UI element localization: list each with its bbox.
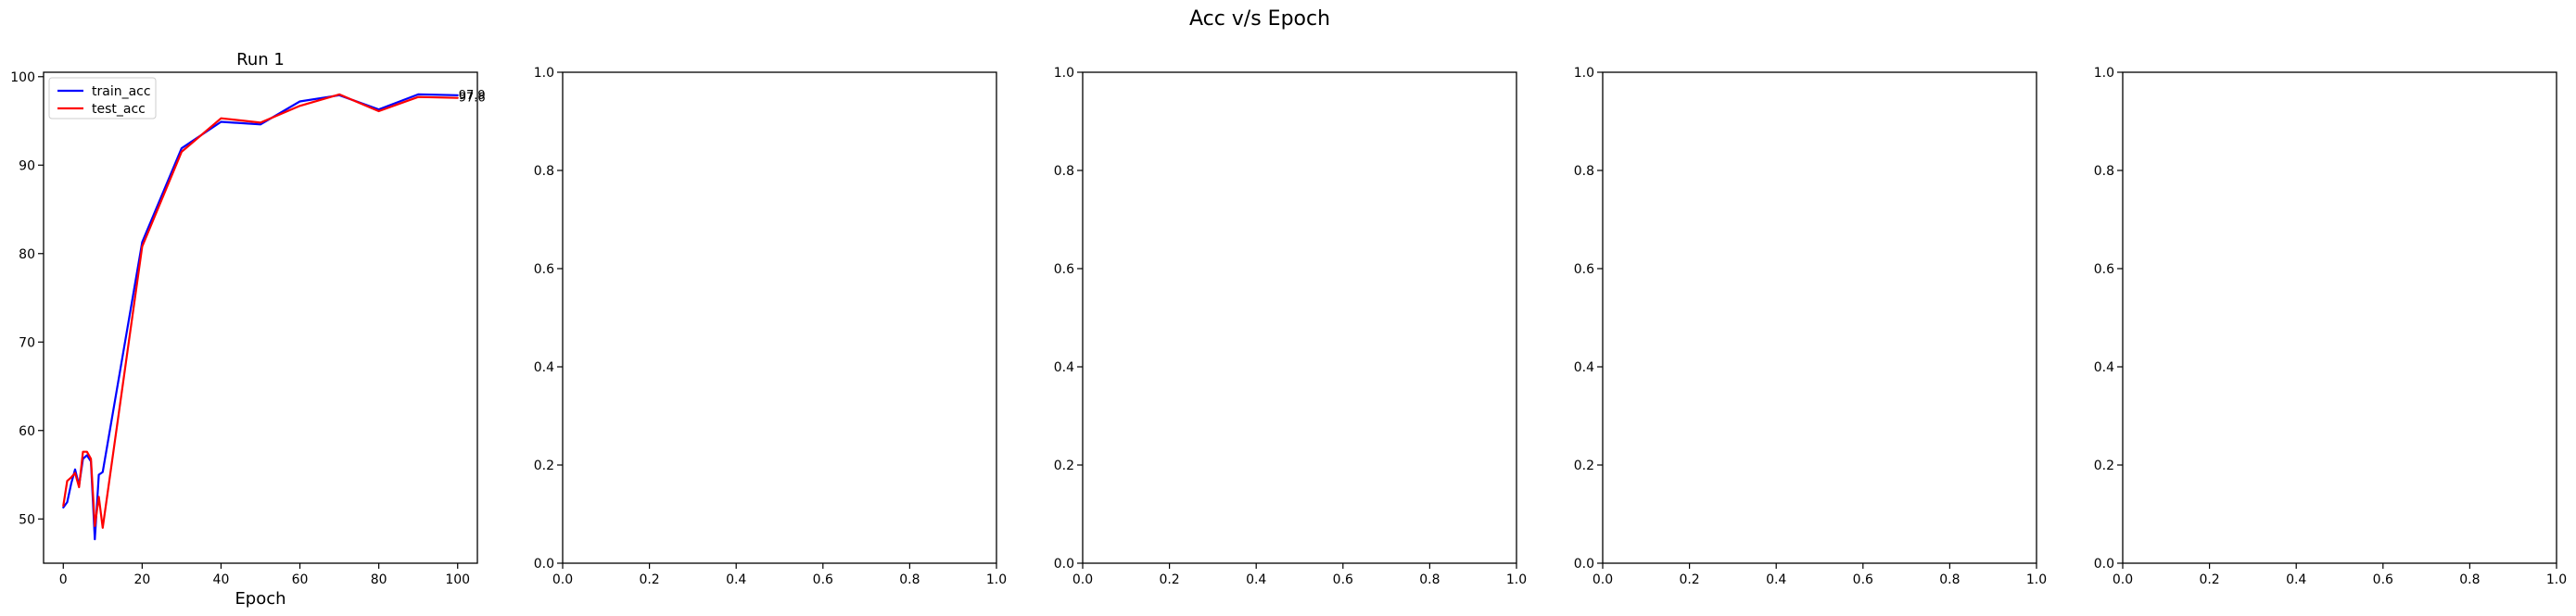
y-tick-label: 100 <box>10 70 35 85</box>
y-tick-label: 0.6 <box>2094 262 2114 277</box>
x-tick-label: 0 <box>59 572 68 587</box>
plot-area <box>562 71 997 564</box>
x-tick-label: 1.0 <box>1506 572 1527 587</box>
y-tick-label: 0.0 <box>1054 557 1074 572</box>
x-tick-label: 0.2 <box>1159 572 1179 587</box>
x-tick-label: 0.4 <box>726 572 746 587</box>
x-tick-label: 60 <box>292 572 309 587</box>
y-tick-label: 0.8 <box>1574 164 1594 179</box>
data-label: 97.6 <box>459 92 486 106</box>
y-tick-label: 0.8 <box>1054 164 1074 179</box>
y-tick-label: 0.0 <box>1574 557 1594 572</box>
y-tick-label: 70 <box>19 335 35 350</box>
subplot-2: 0.0 0.2 0.4 0.6 0.8 1.0 0.0 0.2 0.4 0.6 0.8 1.0 <box>534 66 1007 587</box>
x-tick-label: 0.0 <box>2113 572 2133 587</box>
y-tick-label: 1.0 <box>534 66 554 81</box>
y-tick-label: 80 <box>19 247 35 262</box>
x-tick-label: 1.0 <box>2026 572 2047 587</box>
x-tick-label: 0.4 <box>2286 572 2306 587</box>
y-tick-label: 90 <box>19 158 35 173</box>
legend-label: test_acc <box>92 102 146 117</box>
y-tick-label: 0.2 <box>2094 459 2114 473</box>
x-tick-label: 0.6 <box>1853 572 1873 587</box>
x-tick-label: 0.4 <box>1766 572 1786 587</box>
y-tick-label: 50 <box>19 512 35 527</box>
y-tick-label: 60 <box>19 424 35 439</box>
series-line-train-acc <box>62 93 459 541</box>
data-label: 97.9 <box>459 89 486 103</box>
y-tick-label: 1.0 <box>1054 66 1074 81</box>
y-tick-label: 0.6 <box>534 262 554 277</box>
x-tick-label: 20 <box>133 572 150 587</box>
x-tick-label: 0.4 <box>1246 572 1266 587</box>
y-tick-label: 0.0 <box>2094 557 2114 572</box>
x-tick-label: 0.8 <box>1419 572 1440 587</box>
figure-title: Acc v/s Epoch <box>1189 7 1330 31</box>
plot-area <box>1602 71 2037 564</box>
legend-label: train_acc <box>92 84 151 99</box>
y-tick-label: 1.0 <box>2094 66 2114 81</box>
x-tick-label: 0.6 <box>1333 572 1353 587</box>
x-tick-label: 80 <box>371 572 387 587</box>
y-tick-label: 0.4 <box>1054 360 1074 375</box>
y-tick-label: 0.4 <box>534 360 554 375</box>
x-tick-label: 0.6 <box>2373 572 2393 587</box>
y-tick-label: 0.8 <box>534 164 554 179</box>
y-tick-label: 1.0 <box>1574 66 1594 81</box>
subplot-4: 0.0 0.2 0.4 0.6 0.8 1.0 0.0 0.2 0.4 0.6 0.8 1.0 <box>1574 66 2047 587</box>
x-tick-label: 0.2 <box>639 572 659 587</box>
subplot-1: 0 20 40 60 80 100 50 60 70 80 90 100 Run 1 Epoch 97.99… <box>10 50 485 609</box>
series-line-test-acc <box>62 93 459 529</box>
y-tick-label: 0.4 <box>1574 360 1594 375</box>
subplot-3: 0.0 0.2 0.4 0.6 0.8 1.0 0.0 0.2 0.4 0.6 0.8 1.0 <box>1054 66 1527 587</box>
plot-area <box>2122 71 2557 564</box>
x-tick-label: 0.2 <box>2199 572 2219 587</box>
plot-area <box>1082 71 1517 564</box>
y-tick-label: 0.6 <box>1574 262 1594 277</box>
legend: train_acc test_acc <box>48 77 157 119</box>
subplot-title: Run 1 <box>236 50 285 69</box>
x-tick-label: 0.8 <box>899 572 920 587</box>
x-tick-label: 100 <box>445 572 470 587</box>
y-tick-label: 0.2 <box>1574 459 1594 473</box>
x-tick-label: 0.0 <box>1072 572 1093 587</box>
y-tick-label: 0.6 <box>1054 262 1074 277</box>
x-tick-label: 0.2 <box>1679 572 1699 587</box>
plot-area <box>43 71 478 564</box>
y-tick-label: 0.4 <box>2094 360 2114 375</box>
y-tick-label: 0.2 <box>1054 459 1074 473</box>
x-tick-label: 0.6 <box>813 572 833 587</box>
y-tick-label: 0.2 <box>534 459 554 473</box>
x-tick-label: 40 <box>213 572 230 587</box>
x-axis-label: Epoch <box>235 589 286 609</box>
x-tick-label: 0.0 <box>1593 572 1613 587</box>
x-tick-label: 0.8 <box>2459 572 2480 587</box>
y-tick-label: 0.0 <box>534 557 554 572</box>
x-tick-label: 0.0 <box>552 572 573 587</box>
x-tick-label: 1.0 <box>2546 572 2567 587</box>
y-tick-label: 0.8 <box>2094 164 2114 179</box>
x-tick-label: 0.8 <box>1939 572 1960 587</box>
subplot-5: 0.0 0.2 0.4 0.6 0.8 1.0 0.0 0.2 0.4 0.6 0.8 1.0 <box>2094 66 2567 587</box>
x-tick-label: 1.0 <box>986 572 1007 587</box>
